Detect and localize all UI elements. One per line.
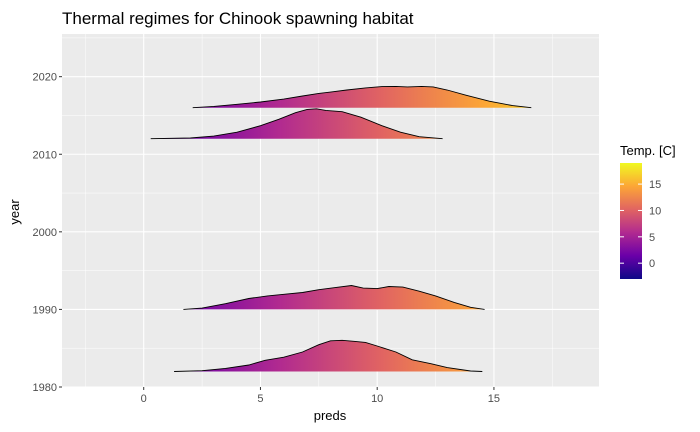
y-tick-label: 1990 [33, 304, 57, 316]
legend-tick-label: 15 [649, 179, 661, 191]
ridgelines [150, 85, 532, 372]
plot-panel [62, 34, 599, 387]
y-tick-label: 2010 [33, 149, 57, 161]
y-tick-label: 2020 [33, 72, 57, 84]
y-axis: 1980 1990 2000 2010 2020 [33, 72, 62, 394]
ridge-outline-4 [174, 339, 483, 372]
y-axis-title: year [7, 199, 22, 225]
chart-title: Thermal regimes for Chinook spawning hab… [62, 9, 414, 28]
ridge-area-4 [174, 340, 483, 372]
y-tick-label: 1980 [33, 382, 57, 394]
color-legend: Temp. [C] 0 5 10 15 [620, 143, 676, 279]
y-tick-label: 2000 [33, 227, 57, 239]
ridge-area-3 [183, 285, 485, 310]
ridge-outline-3 [183, 285, 485, 310]
x-axis: 0 5 10 15 [141, 387, 500, 405]
ridge-outline-2 [150, 108, 443, 140]
legend-ticks: 0 5 10 15 [620, 179, 661, 270]
x-tick-label: 10 [371, 393, 383, 405]
legend-tick-label: 0 [649, 258, 655, 270]
x-tick-label: 5 [257, 393, 263, 405]
x-axis-title: preds [314, 408, 347, 423]
ridge-outline-1 [192, 85, 532, 109]
x-tick-label: 0 [141, 393, 147, 405]
x-tick-label: 15 [488, 393, 500, 405]
legend-tick-label: 5 [649, 232, 655, 244]
legend-colorbar [620, 163, 642, 279]
legend-title: Temp. [C] [620, 143, 676, 158]
legend-tick-label: 10 [649, 205, 661, 217]
ridge-area-2 [150, 108, 443, 139]
ridge-area-1 [192, 86, 532, 108]
